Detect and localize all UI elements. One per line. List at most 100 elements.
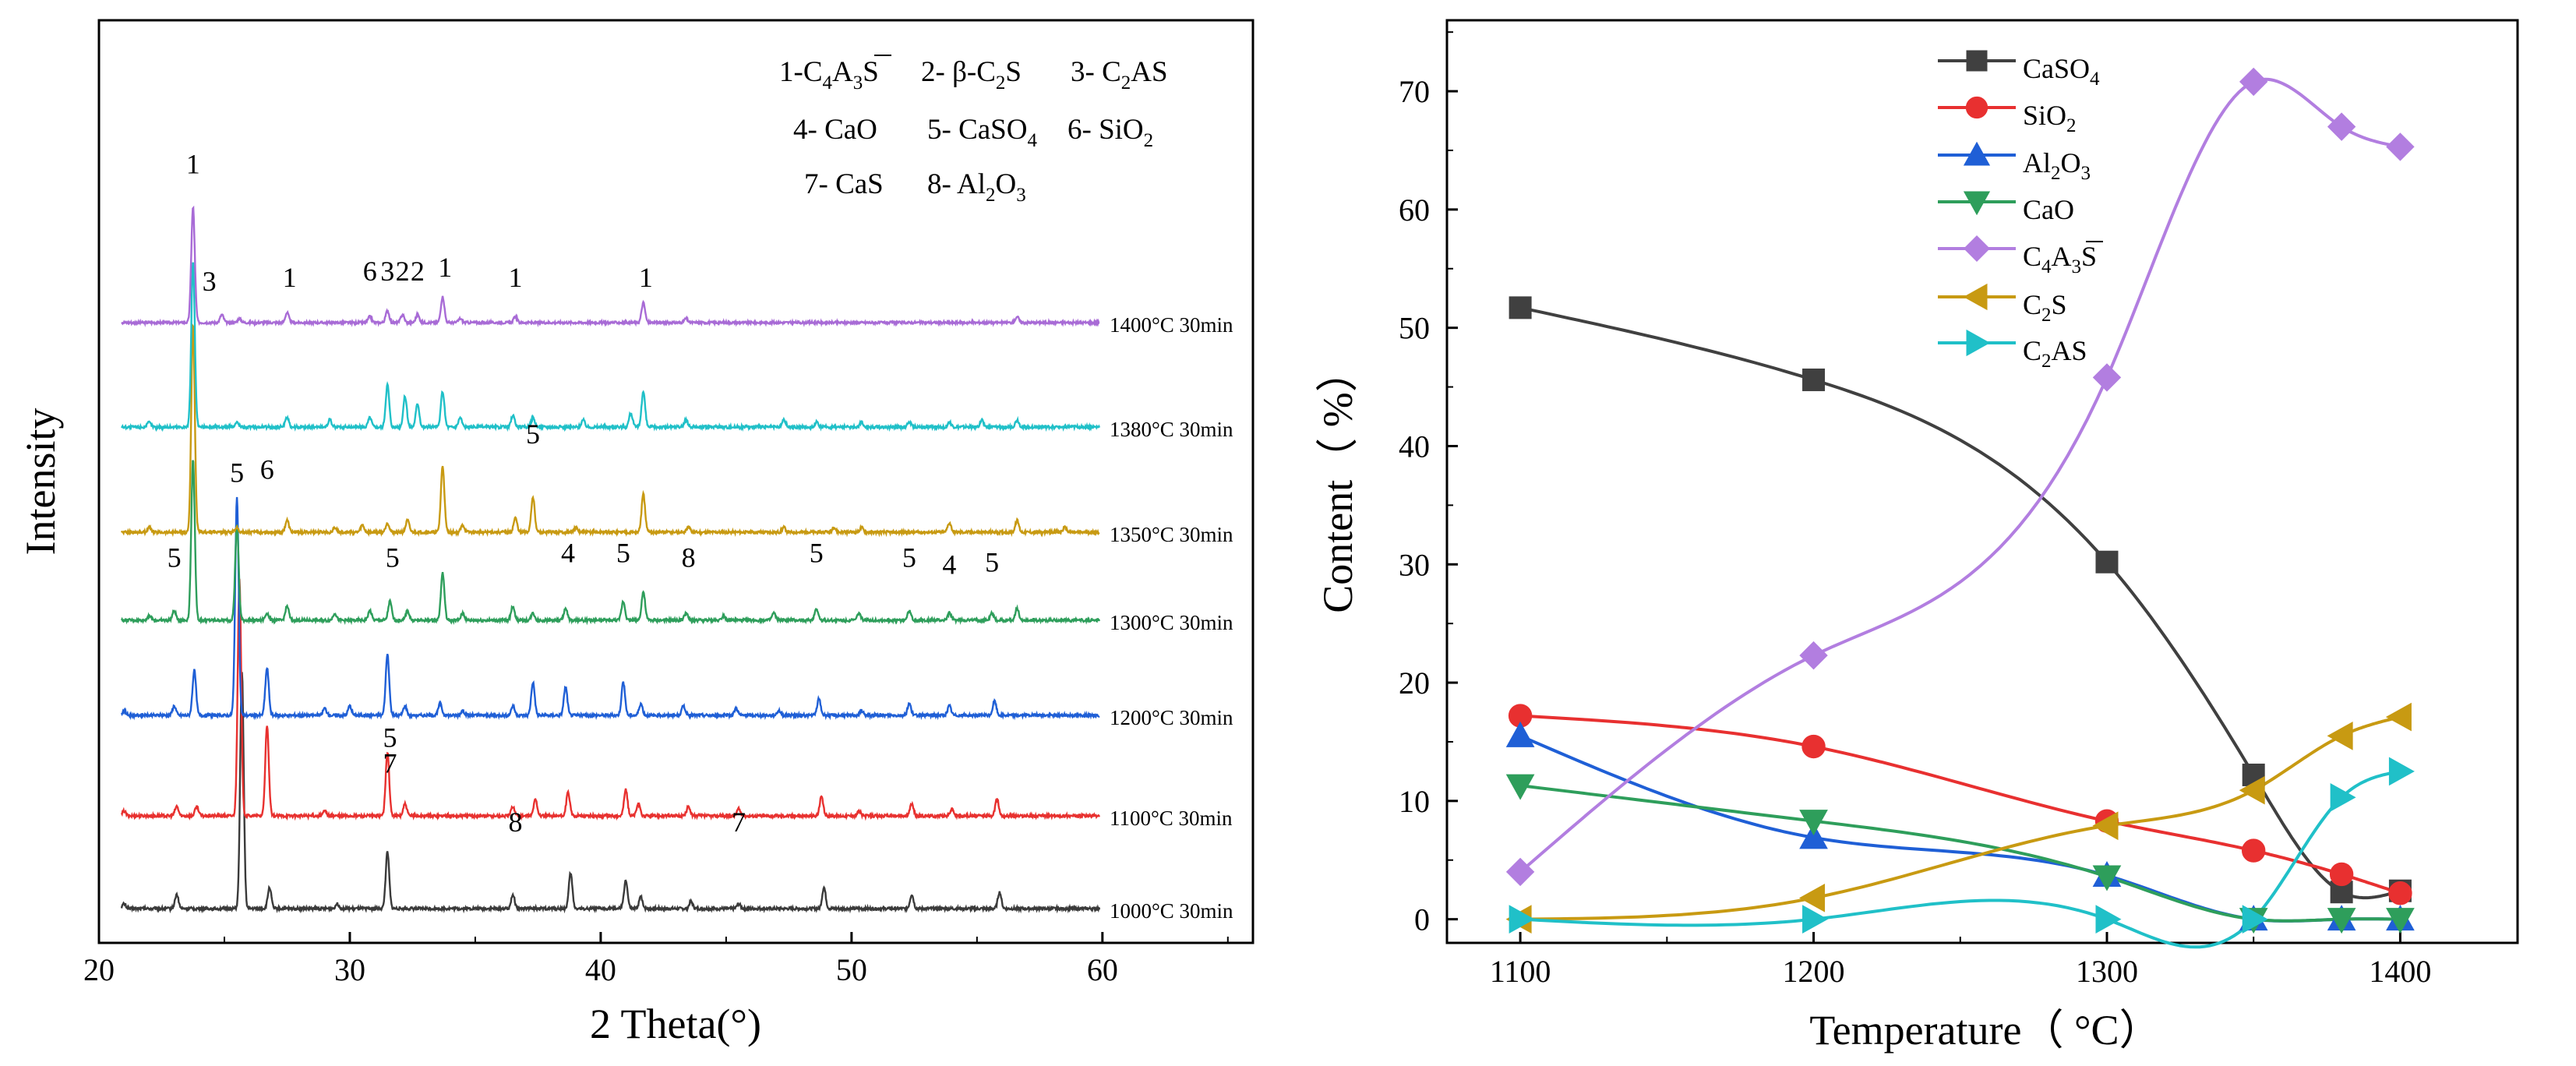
xrd-peak-annotation: 3 bbox=[203, 266, 217, 297]
content-legend-labels: CaSO4 SiO2 Al2O3 CaO C4A3S C2S C2AS bbox=[2023, 53, 2103, 372]
legend-label-caso4: CaSO4 bbox=[2023, 53, 2100, 90]
phase-legend-1: 1-C4A3S bbox=[779, 56, 879, 94]
xrd-series-group bbox=[120, 205, 1101, 914]
content-point-cao bbox=[2386, 908, 2415, 934]
xrd-trace-1300-c-30min bbox=[120, 460, 1101, 626]
xrd-x-tick-label: 20 bbox=[83, 952, 115, 987]
content-x-axis-label: Temperature（ °C） bbox=[1809, 1007, 2161, 1054]
xrd-peak-annotation: 8 bbox=[682, 542, 696, 573]
content-point-c2s bbox=[2092, 811, 2119, 841]
content-point-al2o3 bbox=[1505, 721, 1535, 747]
content-x-tick-label: 1400 bbox=[2369, 954, 2431, 989]
xrd-trace-1100-c-30min bbox=[120, 578, 1101, 821]
xrd-trace-1350-c-30min bbox=[120, 323, 1100, 538]
content-point-cao bbox=[2092, 865, 2122, 891]
xrd-peak-annotation: 1 bbox=[186, 148, 200, 179]
content-point-c2as bbox=[2388, 757, 2415, 786]
xrd-phase-legend: 1-C4A3S 2- β-C2S 3- C2AS 4- CaO 5- CaSO4… bbox=[779, 55, 1168, 206]
content-line-c2as bbox=[1519, 769, 2401, 949]
legend-label-c4a3s: C4A3S bbox=[2023, 241, 2097, 277]
xrd-series-label-1200-c-30min: 1200°C 30min bbox=[1110, 706, 1233, 729]
content-point-cao bbox=[1505, 774, 1535, 800]
xrd-peak-annotation: 7 bbox=[732, 807, 746, 838]
content-x-tick-label: 1100 bbox=[1490, 954, 1551, 989]
xrd-peak-annotation: 5 bbox=[616, 537, 630, 568]
legend-label-sio2: SiO2 bbox=[2023, 100, 2077, 136]
content-panel: 1100 1200 1300 1400 0 10 20 30 40 50 60 70 CaSO4 Si… bbox=[1314, 19, 2519, 1054]
xrd-peak-annotation: 2 bbox=[396, 256, 410, 287]
content-point-sio2 bbox=[2242, 838, 2266, 863]
xrd-plot-frame bbox=[97, 19, 1254, 944]
xrd-x-axis-label: 2 Theta(°) bbox=[590, 1001, 761, 1047]
xrd-peak-annotation: 5 bbox=[810, 537, 824, 568]
xrd-trace-1400-c-30min bbox=[121, 205, 1100, 328]
content-line-sio2 bbox=[1519, 714, 2401, 895]
legend-marker-c2as bbox=[1966, 329, 1991, 357]
xrd-series-label-1350-c-30min: 1350°C 30min bbox=[1110, 523, 1233, 546]
xrd-peak-annotation: 5 bbox=[985, 547, 999, 578]
content-line-cao bbox=[1519, 784, 2401, 923]
xrd-series-label-1380-c-30min: 1380°C 30min bbox=[1110, 418, 1233, 441]
content-point-c2s bbox=[2327, 722, 2353, 750]
xrd-trace-1000-c-30min bbox=[120, 672, 1101, 914]
xrd-peak-annotation: 5 bbox=[526, 418, 540, 450]
xrd-peak-annotation: 8 bbox=[508, 807, 522, 838]
xrd-peak-annotation: 4 bbox=[561, 537, 575, 568]
phase-legend-7: 7- CaS bbox=[804, 168, 884, 200]
xrd-series-label-1000-c-30min: 1000°C 30min bbox=[1110, 899, 1233, 923]
xrd-peak-annotation: 7 bbox=[383, 748, 397, 779]
legend-marker-al2o3 bbox=[1963, 141, 1991, 166]
content-point-c4a3s bbox=[1799, 641, 1828, 670]
phase-legend-3: 3- C2AS bbox=[1071, 56, 1168, 94]
content-y-tick-label: 50 bbox=[1399, 311, 1430, 346]
content-x-tick-label: 1200 bbox=[1783, 954, 1845, 989]
xrd-x-ticks: 20 30 40 50 60 bbox=[83, 932, 1229, 987]
xrd-peak-annotation: 1 bbox=[639, 262, 653, 293]
content-line-c2s bbox=[1520, 715, 2401, 921]
content-line-al2o3 bbox=[1519, 734, 2401, 923]
content-x-tick-label: 1300 bbox=[2076, 954, 2138, 989]
content-y-tick-label: 30 bbox=[1399, 547, 1430, 582]
xrd-trace-1200-c-30min bbox=[120, 496, 1100, 721]
content-point-caso4 bbox=[2095, 550, 2119, 574]
content-point-c2s bbox=[2239, 775, 2265, 805]
legend-marker-c4a3s bbox=[1964, 235, 1990, 262]
content-legend bbox=[1938, 50, 2016, 357]
phase-legend-8: 8- Al2O3 bbox=[927, 168, 1026, 206]
content-axis-ticks: 1100 1200 1300 1400 0 10 20 30 40 50 60 70 bbox=[1399, 31, 2431, 989]
content-point-sio2 bbox=[2329, 862, 2354, 887]
phase-legend-5: 5- CaSO4 bbox=[927, 114, 1037, 151]
xrd-series-label-1100-c-30min: 1100°C 30min bbox=[1110, 807, 1233, 830]
content-y-tick-label: 70 bbox=[1399, 74, 1430, 109]
xrd-x-tick-label: 40 bbox=[585, 952, 616, 987]
content-point-c2s bbox=[1799, 883, 1826, 912]
xrd-peak-annotation: 5 bbox=[383, 722, 397, 753]
content-point-c2as bbox=[1509, 905, 1535, 934]
content-point-c2as bbox=[2330, 782, 2356, 812]
xrd-series-labels: 1000°C 30min 1100°C 30min 1200°C 30min 1300… bbox=[1110, 313, 1233, 923]
content-series-markers bbox=[1505, 67, 2415, 934]
content-point-cao bbox=[1799, 810, 1828, 836]
legend-marker-c2s bbox=[1963, 283, 1988, 311]
legend-marker-cao bbox=[1963, 191, 1991, 216]
phase-legend-2: 2- β-C2S bbox=[921, 56, 1022, 94]
xrd-peak-annotation: 5 bbox=[902, 542, 916, 573]
xrd-peak-annotation: 1 bbox=[508, 262, 522, 293]
content-point-c4a3s bbox=[2092, 363, 2122, 392]
xrd-peak-annotation: 3 bbox=[380, 256, 394, 287]
content-y-tick-label: 40 bbox=[1399, 429, 1430, 464]
xrd-peak-annotation: 1 bbox=[283, 262, 297, 293]
content-point-al2o3 bbox=[1799, 823, 1828, 849]
legend-label-c2s: C2S bbox=[2023, 289, 2067, 326]
xrd-peak-annotation: 6 bbox=[260, 454, 274, 485]
content-y-tick-label: 10 bbox=[1399, 784, 1430, 819]
legend-label-cao: CaO bbox=[2023, 194, 2074, 225]
legend-marker-sio2 bbox=[1965, 96, 1988, 119]
content-point-sio2 bbox=[1801, 734, 1826, 759]
content-point-caso4 bbox=[1802, 368, 1826, 391]
content-y-tick-label: 0 bbox=[1414, 902, 1430, 937]
content-plot-frame bbox=[1445, 19, 2519, 944]
xrd-peak-annotation: 5 bbox=[230, 457, 244, 489]
